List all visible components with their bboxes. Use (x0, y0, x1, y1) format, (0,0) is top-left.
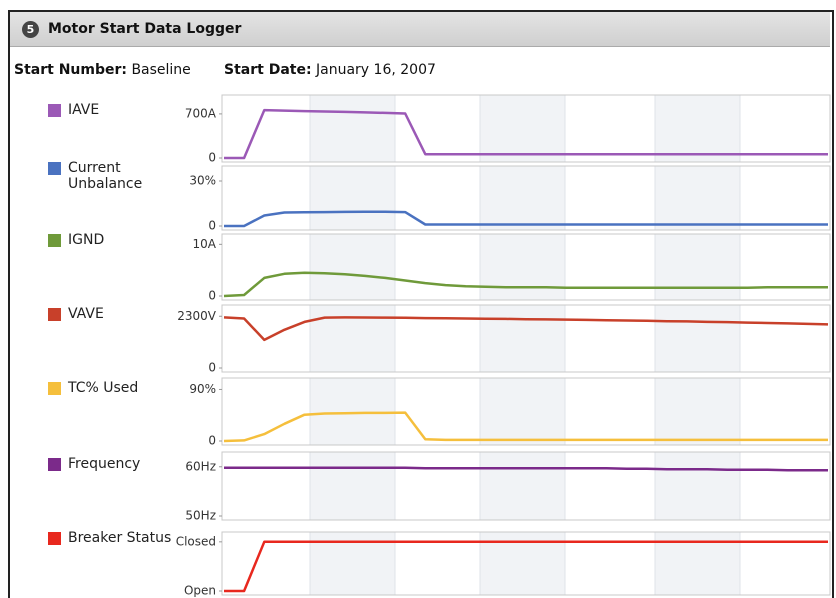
y-tick-label: Open (184, 584, 216, 598)
grid-band (480, 452, 565, 520)
legend-swatch (48, 458, 61, 471)
plot-frame (221, 451, 831, 521)
series-line (224, 540, 828, 593)
start-number: Start Number: Baseline (14, 62, 191, 78)
legend-label: IAVE (68, 102, 100, 118)
plot-frame (221, 377, 831, 446)
series-line (223, 411, 828, 443)
y-tick-label: 90% (189, 382, 216, 396)
legend-label: IGND (68, 232, 105, 248)
grid-band (310, 234, 395, 300)
label: Start Number: (14, 62, 127, 78)
value: Baseline (131, 62, 191, 78)
y-tick-label: 0 (208, 219, 216, 233)
series-line (224, 210, 828, 228)
grid-band (480, 95, 565, 162)
grid-band (480, 305, 565, 372)
y-tick-label: 60Hz (185, 459, 216, 473)
grid-band (655, 305, 740, 372)
legend-label: Breaker Status (68, 530, 172, 546)
grid-band (655, 95, 740, 162)
y-tick-label: 2300V (177, 309, 217, 323)
legend-swatch (48, 382, 61, 395)
series-line (224, 466, 828, 472)
grid-band (655, 234, 740, 300)
title-bar: 5 Motor Start Data Logger (10, 12, 830, 47)
series-line (223, 316, 829, 342)
legend-swatch (48, 532, 61, 545)
grid-band (655, 378, 740, 445)
grid-band (310, 378, 395, 445)
plot-frame (221, 233, 831, 301)
y-tick-label: 50Hz (185, 509, 216, 523)
legend-swatch (48, 234, 61, 247)
y-tick-label: 700A (185, 106, 217, 120)
legend-swatch (48, 308, 61, 321)
grid-band (480, 378, 565, 445)
y-tick-label: 0 (208, 151, 216, 165)
legend-label: Frequency (68, 456, 141, 472)
grid-band (655, 166, 740, 230)
series-line (224, 108, 828, 160)
legend-label: VAVE (68, 306, 104, 322)
window-title: Motor Start Data Logger (48, 21, 242, 37)
y-tick-label: 30% (189, 174, 216, 188)
label: Start Date: (224, 62, 312, 78)
grid-band (310, 95, 395, 162)
legend-swatch (48, 104, 61, 117)
grid-band (655, 452, 740, 520)
grid-band (310, 166, 395, 230)
grid-band (480, 166, 565, 230)
legend-swatch (48, 162, 61, 175)
plot-frame (221, 94, 831, 163)
frame (8, 10, 834, 598)
plot-frame (221, 531, 831, 596)
start-date: Start Date: January 16, 2007 (224, 62, 436, 78)
y-tick-label: Closed (176, 534, 216, 548)
badge: 5 (22, 21, 39, 38)
y-tick-label: 10A (193, 237, 217, 251)
legend-label: TC% Used (68, 380, 139, 396)
grid-band (310, 452, 395, 520)
grid-band (310, 305, 395, 372)
y-tick-label: 0 (208, 361, 216, 375)
y-tick-label: 0 (208, 434, 216, 448)
plot-frame (221, 304, 831, 373)
value: January 16, 2007 (316, 62, 436, 78)
y-tick-label: 0 (208, 289, 216, 303)
plot-frame (221, 165, 831, 231)
grid-band (480, 234, 565, 300)
legend-label: Current Unbalance (68, 160, 143, 192)
series-line (223, 271, 828, 298)
